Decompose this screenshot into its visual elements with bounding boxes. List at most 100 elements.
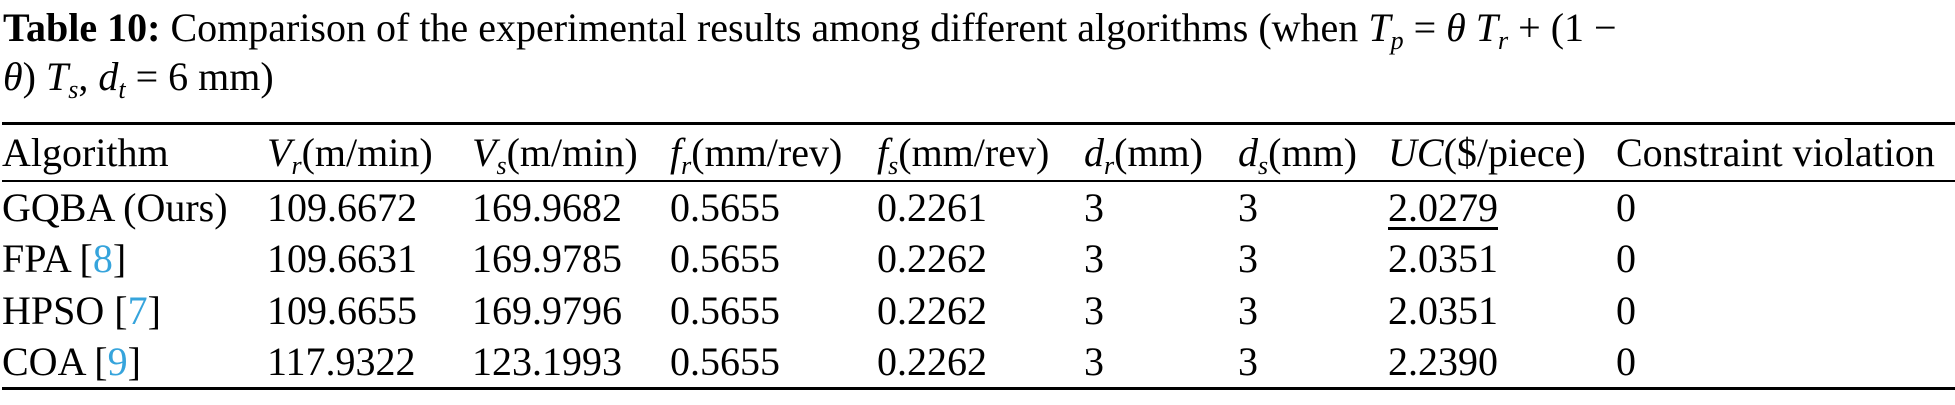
math-sub-t: t <box>118 75 126 104</box>
header-uc-var: UC <box>1388 129 1444 175</box>
header-fr-var: f <box>670 129 682 175</box>
ds-cell: 3 <box>1238 184 1258 230</box>
algorithm-cell: HPSO [7] <box>2 285 267 337</box>
cv-cell: 0 <box>1616 339 1636 385</box>
header-dr-sub: r <box>1104 150 1115 180</box>
citation-bracket-open: [ <box>79 236 93 281</box>
algorithm-name: HPSO <box>2 288 115 333</box>
fr-cell: 0.5655 <box>670 236 780 281</box>
vr-cell: 117.9322 <box>267 339 416 385</box>
header-ds-var: d <box>1238 129 1258 175</box>
header-uc-unit: ($/piece) <box>1443 129 1586 175</box>
caption-line-1: Table 10: Comparison of the experimental… <box>3 3 1955 55</box>
header-algorithm-label: Algorithm <box>2 129 169 175</box>
header-vs-var: V <box>472 129 497 175</box>
math-var-Ts: T <box>45 54 69 99</box>
header-fs-sub: s <box>888 150 899 180</box>
header-fs-var: f <box>877 129 889 175</box>
math-sub-r: r <box>1498 26 1509 55</box>
header-ds-sub: s <box>1258 150 1269 180</box>
caption-line-2: θ) Ts, dt = 6 mm) <box>3 52 1955 104</box>
cv-cell: 0 <box>1616 184 1636 230</box>
vs-cell: 169.9785 <box>472 236 622 281</box>
citation-bracket-close: ] <box>127 339 141 385</box>
header-uc: UC($/piece) <box>1388 124 1616 181</box>
table-row: HPSO [7] 109.6655 169.9796 0.5655 0.2262… <box>2 285 1955 337</box>
caption-label: Table 10: <box>3 5 161 50</box>
ds-cell: 3 <box>1238 236 1258 281</box>
citation-bracket-close: ] <box>147 288 161 333</box>
citation-link[interactable]: 9 <box>107 339 128 385</box>
header-vr-sub: r <box>291 150 302 180</box>
header-dr: dr(mm) <box>1084 124 1238 181</box>
fr-cell: 0.5655 <box>670 288 780 333</box>
citation-bracket-open: [ <box>114 288 128 333</box>
header-fr-unit: (mm/rev) <box>691 129 843 175</box>
vr-cell: 109.6631 <box>267 236 417 281</box>
cv-cell: 0 <box>1616 236 1636 281</box>
uc-cell: 2.0279 <box>1388 181 1616 233</box>
math-var-dt: d <box>98 54 119 99</box>
header-vs: Vs(m/min) <box>472 124 670 181</box>
fr-cell: 0.5655 <box>670 184 780 230</box>
fr-cell: 0.5655 <box>670 339 780 385</box>
ds-cell: 3 <box>1238 339 1258 385</box>
math-theta: θ <box>1446 5 1476 50</box>
results-table: Algorithm Vr(m/min) Vs(m/min) fr(mm/rev)… <box>2 122 1955 390</box>
fs-cell: 0.2262 <box>877 288 987 333</box>
algorithm-cell: GQBA (Ours) <box>2 181 267 233</box>
fs-cell: 0.2262 <box>877 339 987 385</box>
header-ds: ds(mm) <box>1238 124 1388 181</box>
algorithm-name: COA <box>2 339 95 385</box>
vr-cell: 109.6655 <box>267 288 417 333</box>
dr-cell: 3 <box>1084 236 1104 281</box>
vr-cell: 109.6672 <box>267 184 417 230</box>
table-row: FPA [8] 109.6631 169.9785 0.5655 0.2262 … <box>2 233 1955 285</box>
citation-link[interactable]: 7 <box>127 288 148 333</box>
vs-cell: 123.1993 <box>472 339 622 385</box>
header-constraint-violation-label: Constraint violation <box>1616 129 1935 175</box>
header-vs-unit: (m/min) <box>506 129 638 175</box>
header-vr: Vr(m/min) <box>267 124 472 181</box>
header-fs-unit: (mm/rev) <box>898 129 1050 175</box>
algorithm-name: FPA <box>2 236 80 281</box>
vs-cell: 169.9796 <box>472 288 622 333</box>
best-uc-value: 2.0279 <box>1388 184 1498 230</box>
math-sub-s: s <box>68 75 79 104</box>
math-var-Tp: T <box>1368 5 1391 50</box>
caption-body: Comparison of the experimental results a… <box>160 5 1369 50</box>
fs-cell: 0.2261 <box>877 184 987 230</box>
math-tail: = 6 mm) <box>125 54 274 99</box>
uc-cell: 2.0351 <box>1388 236 1498 281</box>
header-dr-var: d <box>1084 129 1104 175</box>
header-vr-var: V <box>267 129 292 175</box>
dr-cell: 3 <box>1084 288 1104 333</box>
uc-cell: 2.0351 <box>1388 288 1498 333</box>
citation-link[interactable]: 8 <box>92 236 113 281</box>
math-var-Tr: T <box>1475 5 1499 50</box>
fs-cell: 0.2262 <box>877 236 987 281</box>
uc-cell: 2.2390 <box>1388 339 1498 385</box>
cv-cell: 0 <box>1616 288 1636 333</box>
header-dr-unit: (mm) <box>1114 129 1203 175</box>
math-equals: = <box>1403 5 1447 50</box>
citation-bracket-close: ] <box>112 236 127 281</box>
table-row: GQBA (Ours) 109.6672 169.9682 0.5655 0.2… <box>2 181 1955 233</box>
header-fr: fr(mm/rev) <box>670 124 877 181</box>
header-vr-unit: (m/min) <box>301 129 433 175</box>
math-sub-p: p <box>1390 26 1404 55</box>
table-row: COA [9] 117.9322 123.1993 0.5655 0.2262 … <box>2 337 1955 389</box>
algorithm-name: GQBA (Ours) <box>2 184 228 230</box>
math-theta-2: θ <box>3 54 23 99</box>
math-close-paren: ) <box>22 54 46 99</box>
dr-cell: 3 <box>1084 184 1104 230</box>
header-algorithm: Algorithm <box>2 124 267 181</box>
header-fr-sub: r <box>681 150 692 180</box>
citation-bracket-open: [ <box>94 339 108 385</box>
math-plus-open: + (1 − <box>1508 5 1617 50</box>
algorithm-cell: COA [9] <box>2 337 267 389</box>
header-row: Algorithm Vr(m/min) Vs(m/min) fr(mm/rev)… <box>2 124 1955 181</box>
header-vs-sub: s <box>496 150 507 180</box>
table-caption: Table 10: Comparison of the experimental… <box>0 0 1955 104</box>
ds-cell: 3 <box>1238 288 1258 333</box>
